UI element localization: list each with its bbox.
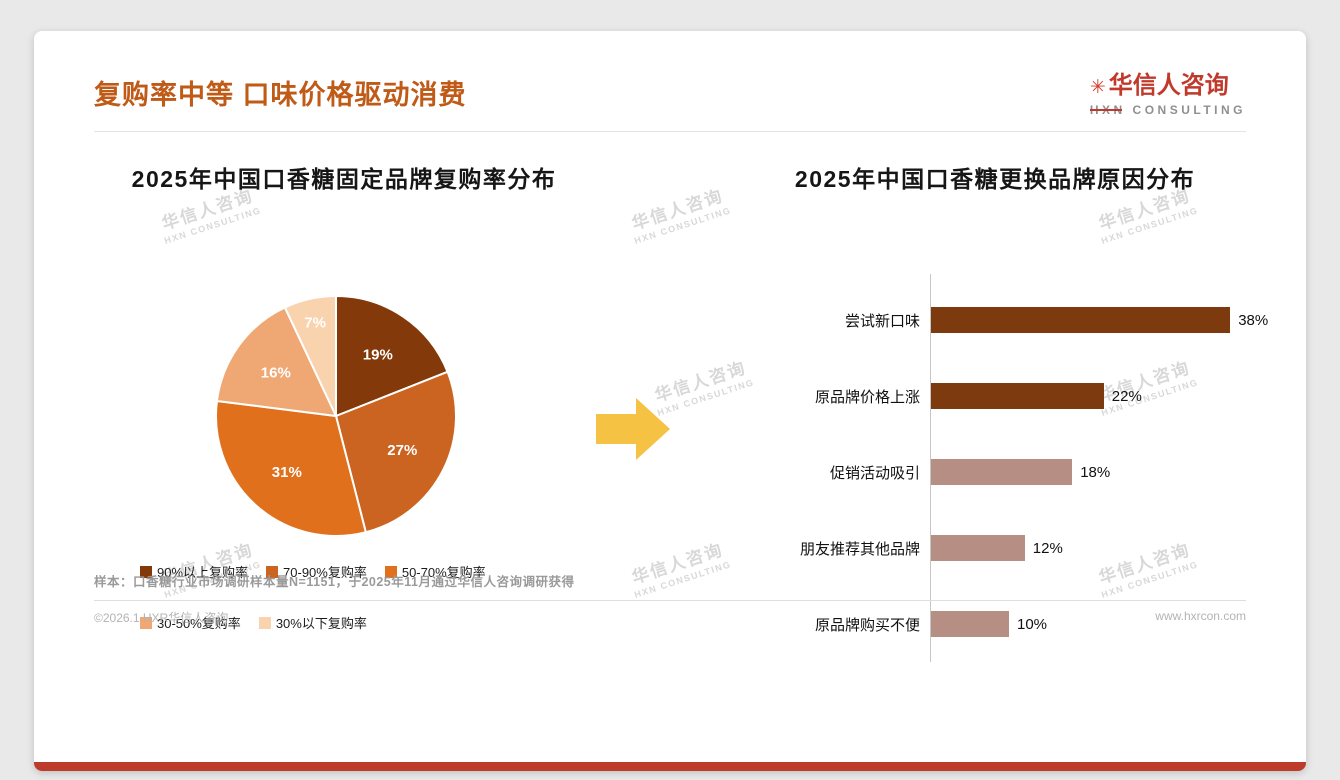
bottom-accent-bar <box>34 762 1306 771</box>
right-arrow-shape <box>596 398 670 460</box>
bar-chart-title: 2025年中国口香糖更换品牌原因分布 <box>794 166 1196 192</box>
pie-slice-label: 19% <box>363 347 393 364</box>
bar-value-label: 18% <box>1080 463 1111 481</box>
bar-row: 尝试新口味 38% <box>744 282 1268 358</box>
footer: 样本：口香糖行业市场调研样本量N=1151，于2025年11月通过华信人咨询调研… <box>94 571 1246 626</box>
bar-plot: 18% <box>930 459 1246 485</box>
pie-chart-panel: 2025年中国口香糖固定品牌复购率分布 19% 27% 31% 16% 7% 90%以上… <box>94 160 594 664</box>
bar-plot: 12% <box>930 535 1246 561</box>
arrow-column <box>594 160 744 664</box>
website-text: www.hxrcon.com <box>1155 609 1246 623</box>
bar <box>930 383 1104 409</box>
bar-plot: 22% <box>930 383 1246 409</box>
logo-name: ✳ 华信人咨询 <box>1090 65 1246 100</box>
legend-swatch-icon <box>266 565 279 578</box>
logo-subtitle-tail: CONSULTING <box>1125 103 1246 117</box>
legend-swatch-icon <box>140 565 152 578</box>
bar <box>930 535 1025 561</box>
bar <box>930 611 1009 637</box>
bar-value-label: 38% <box>1238 311 1269 329</box>
bar-row: 原品牌价格上涨 22% <box>744 358 1246 434</box>
bar <box>930 459 1073 485</box>
bar-category-label: 尝试新口味 <box>844 312 920 330</box>
legend-swatch-icon <box>258 616 271 629</box>
logo-star-icon: ✳ <box>1089 77 1106 98</box>
logo-subtitle-head: HXN <box>1089 103 1126 117</box>
bar-plot: 38% <box>930 307 1268 333</box>
pie-slice-4 <box>283 294 337 417</box>
bar-row: 促销活动吸引 18% <box>744 434 1246 510</box>
bar-row: 朋友推荐其他品牌 12% <box>744 510 1246 586</box>
legend-swatch-icon <box>384 565 397 578</box>
legend-item: 30%以下复购率 <box>258 613 367 632</box>
pie-slice-2 <box>215 399 368 537</box>
header-divider <box>94 131 1246 132</box>
bar <box>930 307 1231 333</box>
pie-slice-label: 27% <box>387 442 417 459</box>
bar-category-label: 促销活动吸引 <box>829 464 920 482</box>
bar-category-label: 原品牌价格上涨 <box>814 388 920 406</box>
logo-name-text: 华信人咨询 <box>1108 72 1229 99</box>
pie-slice-0 <box>335 294 449 418</box>
pie-slice-label: 31% <box>272 464 302 481</box>
legend-label: 90%以上复购率 <box>157 565 249 580</box>
company-logo: ✳ 华信人咨询 HXN CONSULTING <box>1090 65 1246 117</box>
arrow-wrap <box>596 398 744 465</box>
legend-label: 50-70%复购率 <box>401 565 486 580</box>
pie-slice-label: 7% <box>304 314 326 331</box>
legend-label: 70-90%复购率 <box>283 565 367 580</box>
page-title: 复购率中等 口味价格驱动消费 <box>94 80 467 110</box>
legend-item: 90%以上复购率 <box>140 562 248 581</box>
report-slide: 华信人咨询 HXN CONSULTING 华信人咨询 HXN CONSULTING 华信… <box>34 31 1306 771</box>
pie-legend: 90%以上复购率 70-90%复购率 50-70%复购率 30-50%复购率 30%以下… <box>140 562 594 664</box>
legend-item: 70-90%复购率 <box>266 562 367 581</box>
legend-swatch-icon <box>140 616 152 629</box>
bar-chart-panel: 2025年中国口香糖更换品牌原因分布 尝试新口味 38% 原品牌价格上涨 22% 促销活… <box>744 160 1268 664</box>
bar-category-label: 朋友推荐其他品牌 <box>799 540 920 558</box>
bar-value-label: 22% <box>1111 387 1142 405</box>
right-arrow-icon <box>596 398 670 460</box>
bar-row: 原品牌购买不便 10% <box>744 586 1246 662</box>
pie-chart-title: 2025年中国口香糖固定品牌复购率分布 <box>131 166 557 192</box>
legend-item: 50-70%复购率 <box>384 562 486 581</box>
legend-label: 30-50%复购率 <box>157 616 241 631</box>
bar-value-label: 12% <box>1032 539 1063 557</box>
sample-note: 样本：口香糖行业市场调研样本量N=1151，于2025年11月通过华信人咨询调研… <box>94 575 575 589</box>
bar-plot: 10% <box>930 611 1246 637</box>
pie-slice-label: 16% <box>261 364 291 381</box>
pie-slice-3 <box>215 306 338 418</box>
bar-chart: 尝试新口味 38% 原品牌价格上涨 22% 促销活动吸引 18% 朋友推荐其他品牌 12% 原品… <box>744 274 1268 662</box>
charts-area: 2025年中国口香糖固定品牌复购率分布 19% 27% 31% 16% 7% 90%以上… <box>34 132 1306 664</box>
legend-label: 30%以下复购率 <box>275 616 367 631</box>
header: 复购率中等 口味价格驱动消费 ✳ 华信人咨询 HXN CONSULTING <box>34 31 1306 117</box>
legend-item: 30-50%复购率 <box>140 613 241 632</box>
pie-chart: 19% 27% 31% 16% 7% <box>215 294 457 537</box>
bar-category-label: 原品牌购买不便 <box>814 616 920 634</box>
pie-slice-1 <box>334 370 457 534</box>
copyright-text: ©2026.1 HXR华信人咨询 <box>94 611 229 625</box>
footer-divider <box>94 600 1246 601</box>
footer-row: ©2026.1 HXR华信人咨询 www.hxrcon.com <box>94 609 1246 626</box>
logo-subtitle: HXN CONSULTING <box>1090 103 1246 117</box>
bar-value-label: 10% <box>1017 615 1048 633</box>
